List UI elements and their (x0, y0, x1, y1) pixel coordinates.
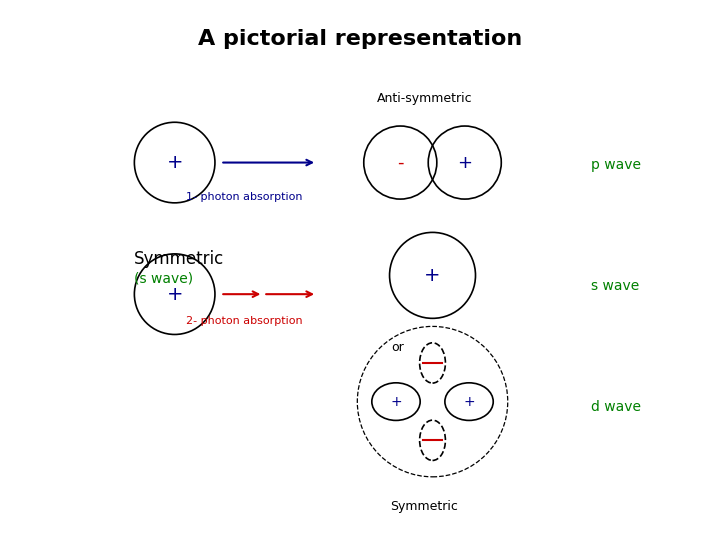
Text: +: + (457, 153, 472, 172)
Text: -: - (397, 153, 403, 172)
Text: Symmetric: Symmetric (135, 250, 225, 268)
Text: +: + (463, 395, 475, 409)
Text: +: + (424, 266, 441, 285)
Text: 1- photon absorption: 1- photon absorption (186, 192, 302, 202)
Text: Symmetric: Symmetric (390, 500, 459, 513)
Text: (s wave): (s wave) (135, 271, 194, 285)
Text: d wave: d wave (591, 400, 641, 414)
Text: +: + (166, 153, 183, 172)
Text: Anti-symmetric: Anti-symmetric (377, 92, 472, 105)
Text: 2- photon absorption: 2- photon absorption (186, 316, 303, 326)
Text: s wave: s wave (591, 279, 639, 293)
Text: or: or (391, 341, 404, 354)
Text: +: + (390, 395, 402, 409)
Text: p wave: p wave (591, 158, 641, 172)
Text: A pictorial representation: A pictorial representation (198, 29, 522, 49)
Text: +: + (166, 285, 183, 303)
